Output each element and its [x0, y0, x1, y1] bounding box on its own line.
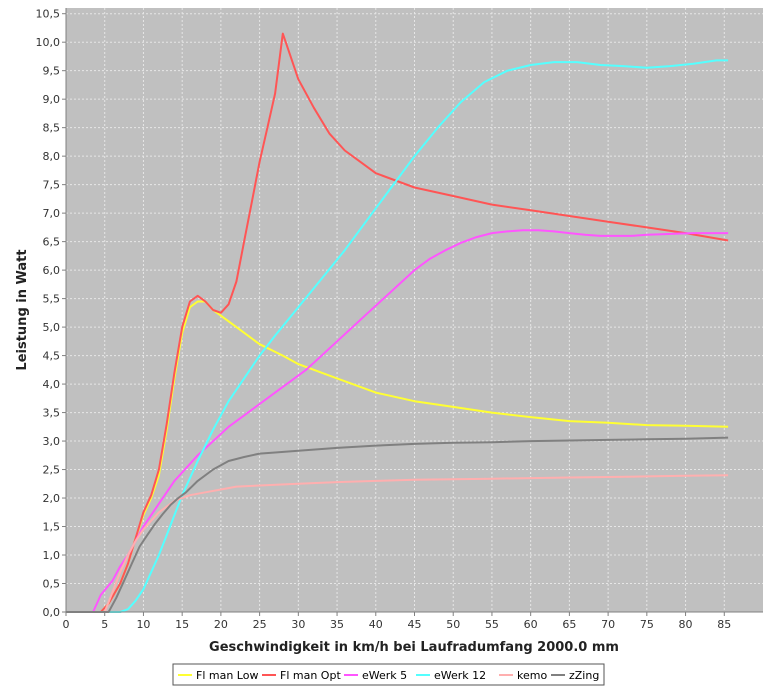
y-tick-label: 7,0	[43, 207, 61, 220]
y-tick-label: 8,5	[43, 122, 61, 135]
y-tick-label: 3,5	[43, 407, 61, 420]
x-tick-label: 65	[562, 618, 576, 631]
y-tick-label: 3,0	[43, 435, 61, 448]
y-tick-label: 5,0	[43, 321, 61, 334]
x-axis-title: Geschwindigkeit in km/h bei Laufradumfan…	[209, 640, 619, 655]
x-tick-label: 15	[175, 618, 189, 631]
x-tick-label: 80	[679, 618, 693, 631]
y-tick-label: 7,5	[43, 179, 61, 192]
y-tick-label: 8,0	[43, 150, 61, 163]
y-tick-label: 5,5	[43, 293, 61, 306]
y-tick-group: 0,0 0,5 1,0 1,5 2,0 2,5 3,0 3,5 4,0 4,5 5,0 5,5 6,0 6…	[36, 8, 66, 619]
x-tick-label: 75	[640, 618, 654, 631]
x-tick-group: 0 5 10 15 20 25 30 35 40 45 50 55 60 65 70 75 80 85	[63, 612, 731, 631]
y-tick-label: 10,5	[36, 8, 61, 21]
x-tick-label: 30	[291, 618, 305, 631]
x-tick-label: 70	[601, 618, 615, 631]
legend-label-ewerk-5: eWerk 5	[362, 669, 407, 682]
x-tick-label: 85	[717, 618, 731, 631]
y-tick-label: 4,5	[43, 350, 61, 363]
y-tick-label: 1,5	[43, 521, 61, 534]
x-tick-label: 45	[408, 618, 422, 631]
y-tick-label: 1,0	[43, 549, 61, 562]
y-tick-label: 2,5	[43, 464, 61, 477]
x-tick-label: 35	[330, 618, 344, 631]
x-tick-label: 55	[485, 618, 499, 631]
series-layer	[66, 32, 729, 613]
series-line-kemo	[66, 474, 729, 613]
x-tick-label: 5	[101, 618, 108, 631]
legend: Fl man Low Fl man Opt eWerk 5 eWerk 12 kemo z…	[172, 663, 605, 686]
x-tick-label: 60	[524, 618, 538, 631]
y-tick-label: 10,0	[36, 36, 61, 49]
x-tick-label: 40	[369, 618, 383, 631]
x-tick-label: 20	[214, 618, 228, 631]
series-line-fl-man-opt	[66, 32, 729, 613]
y-tick-label: 9,5	[43, 65, 61, 78]
legend-label-kemo: kemo	[517, 669, 547, 682]
y-tick-label: 0,5	[43, 578, 61, 591]
x-tick-label: 50	[446, 618, 460, 631]
y-tick-label: 9,0	[43, 93, 61, 106]
legend-label-zzing: zZing	[569, 669, 599, 682]
y-tick-label: 0,0	[43, 606, 61, 619]
x-tick-label: 25	[253, 618, 267, 631]
series-line-zzing	[66, 436, 729, 613]
y-tick-label: 4,0	[43, 378, 61, 391]
y-tick-label: 6,5	[43, 236, 61, 249]
legend-label-fl-man-low: Fl man Low	[196, 669, 258, 682]
series-line-ewerk-12	[66, 59, 729, 613]
y-tick-label: 6,0	[43, 264, 61, 277]
legend-frame	[172, 663, 605, 686]
series-line-ewerk-5	[66, 229, 729, 613]
legend-label-ewerk-12: eWerk 12	[434, 669, 486, 682]
y-axis-title: Leistung in Watt	[15, 249, 30, 370]
legend-label-fl-man-opt: Fl man Opt	[280, 669, 341, 682]
x-tick-label: 0	[63, 618, 70, 631]
x-tick-label: 10	[136, 618, 150, 631]
y-tick-label: 2,0	[43, 492, 61, 505]
